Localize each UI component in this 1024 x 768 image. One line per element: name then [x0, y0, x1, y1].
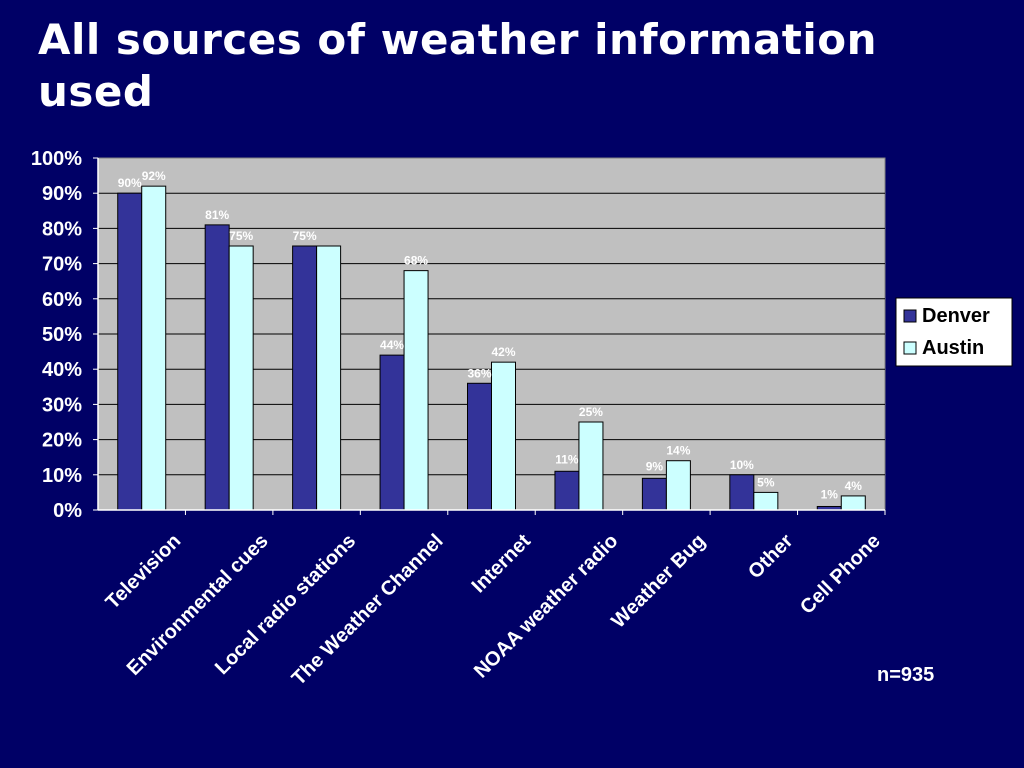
y-tick-label: 0%: [53, 500, 82, 522]
x-tick-label: Cell Phone: [796, 530, 885, 619]
data-label: 9%: [646, 459, 664, 473]
sample-size-note: n=935: [877, 664, 935, 686]
data-label: 44%: [380, 338, 404, 352]
bar-denver: [117, 192, 143, 511]
x-tick-label: Environmental cues: [123, 530, 273, 680]
data-label: 75%: [229, 229, 253, 243]
x-tick-label: Local radio stations: [211, 530, 360, 679]
data-label: 11%: [555, 452, 579, 466]
bar-austin: [316, 245, 342, 511]
y-tick-label: 20%: [42, 430, 82, 452]
bar-denver: [379, 354, 405, 511]
legend-swatch-austin: [903, 341, 917, 355]
data-label: 10%: [730, 458, 754, 472]
x-tick-label: NOAA weather radio: [470, 530, 623, 683]
bar-austin: [753, 491, 779, 511]
bars: [117, 185, 866, 511]
data-label: 5%: [757, 475, 775, 489]
bar-denver: [467, 382, 492, 511]
data-label: 92%: [142, 169, 166, 183]
bar-denver: [641, 477, 667, 511]
bar-denver: [554, 470, 580, 511]
bar-denver: [292, 245, 318, 511]
x-tick-label: Television: [102, 530, 186, 614]
bar-austin: [228, 245, 254, 511]
bar-austin: [665, 460, 691, 511]
bar-austin: [141, 185, 167, 511]
x-tick-label: The Weather Channel: [288, 530, 448, 690]
y-tick-label: 10%: [42, 465, 82, 487]
x-tick-label: Internet: [468, 530, 536, 598]
x-tick-label: Weather Bug: [607, 530, 710, 633]
y-tick-label: 30%: [42, 394, 82, 416]
data-label: 4%: [845, 479, 863, 493]
data-label: 75%: [293, 229, 317, 243]
x-tick-label: Other: [744, 530, 797, 583]
y-tick-label: 70%: [42, 254, 82, 276]
y-tick-label: 60%: [42, 289, 82, 311]
bar-denver: [204, 224, 230, 511]
data-label: 1%: [821, 487, 839, 501]
legend-swatch-denver: [903, 309, 917, 323]
data-label: 68%: [404, 254, 428, 268]
slide-title: All sources of weather information used: [38, 15, 878, 116]
data-label: 14%: [666, 444, 690, 458]
legend: Denver Austin: [895, 297, 1013, 367]
legend-box: [895, 297, 1013, 367]
data-label: 42%: [491, 345, 515, 359]
y-tick-label: 50%: [42, 324, 82, 346]
data-label: 90%: [118, 176, 142, 190]
legend-label-austin: Austin: [922, 337, 984, 359]
data-label: 36%: [467, 366, 491, 380]
bar-denver: [729, 474, 755, 511]
y-tick-label: 80%: [42, 218, 82, 240]
bar-austin: [578, 421, 604, 511]
bar-austin: [491, 361, 516, 511]
bar-austin: [403, 270, 429, 511]
bar-austin: [840, 495, 866, 511]
y-tick-label: 40%: [42, 359, 82, 381]
y-tick-label: 90%: [42, 183, 82, 205]
data-labels: 90%92%81%75% 75%44%68%36%42%11%25%9%14%10…: [118, 169, 863, 501]
y-axis: 0% 10% 20% 30% 40% 50% 60% 70% 80% 90% 100%: [31, 148, 99, 522]
data-label: 81%: [205, 208, 229, 222]
data-label: 25%: [579, 405, 603, 419]
y-tick-label: 100%: [31, 148, 82, 170]
legend-label-denver: Denver: [922, 305, 990, 327]
